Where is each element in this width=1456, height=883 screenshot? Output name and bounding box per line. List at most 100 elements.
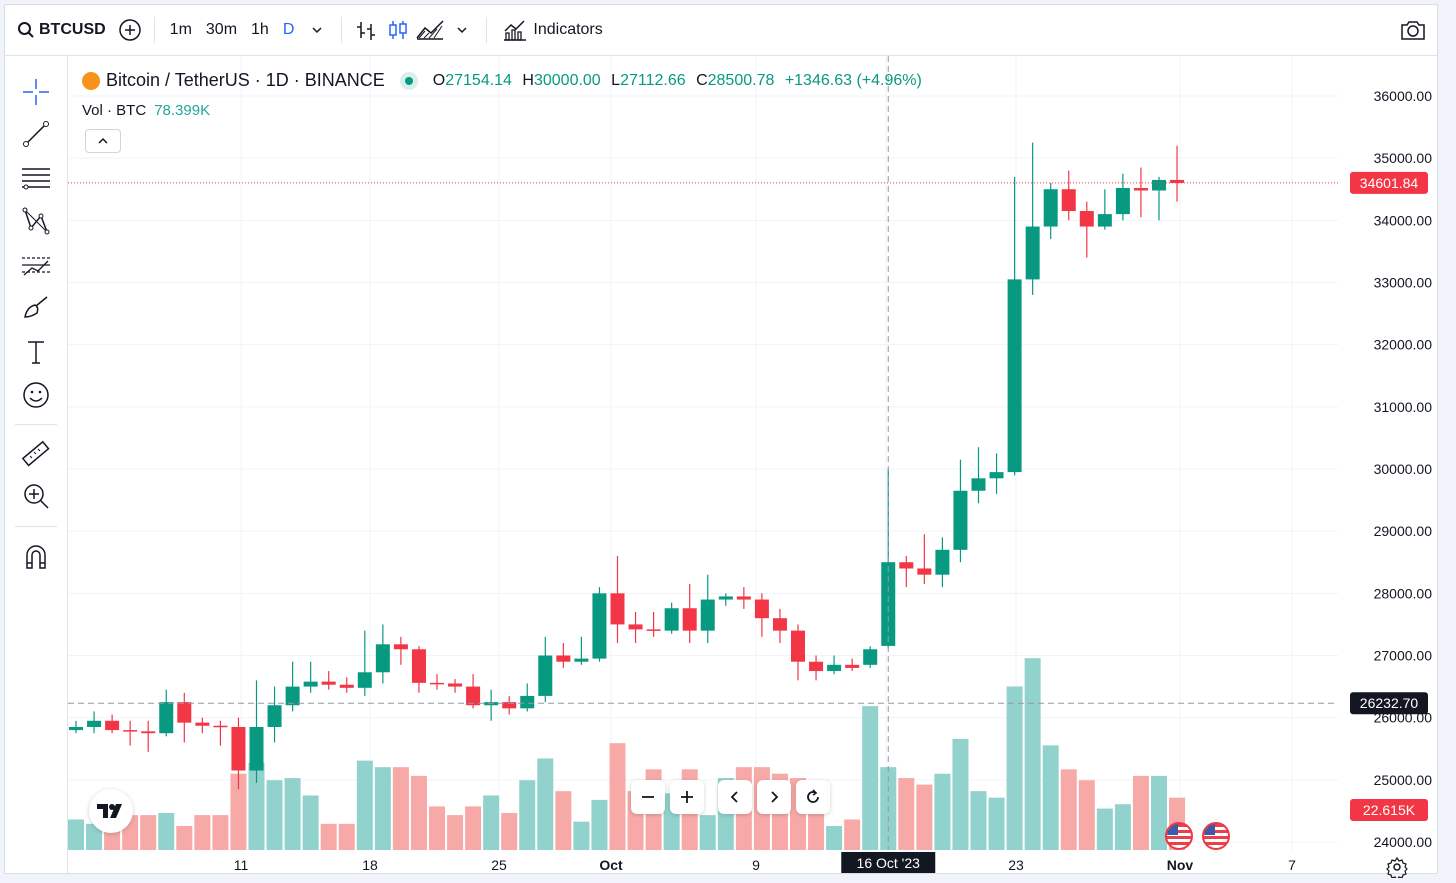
- pattern-tool[interactable]: [18, 203, 54, 239]
- candle-body: [1043, 189, 1058, 227]
- chevron-left-icon: [730, 791, 738, 803]
- zoom-out-button[interactable]: [631, 780, 665, 814]
- candle-body: [430, 682, 444, 685]
- chart-settings-button[interactable]: [1386, 856, 1408, 883]
- indicators-button[interactable]: Indicators: [495, 18, 610, 42]
- volume-bar: [1132, 775, 1149, 850]
- scroll-right-button[interactable]: [757, 780, 791, 814]
- last-price-tag-background: [1350, 171, 1428, 194]
- timeframe-1m[interactable]: 1m: [169, 21, 192, 38]
- us-flag-event-icon[interactable]: [1165, 822, 1193, 850]
- candle-body: [1025, 226, 1040, 280]
- zoom-in-tool[interactable]: [18, 478, 54, 514]
- compare-symbol-button[interactable]: [114, 14, 146, 46]
- timeframe-1h[interactable]: 1h: [251, 21, 269, 38]
- candle-down: [466, 674, 481, 709]
- candle-down: [231, 717, 246, 790]
- zoom-in-button[interactable]: [670, 780, 704, 814]
- collapse-legend-button[interactable]: [85, 129, 121, 153]
- candle-down: [411, 646, 426, 693]
- volume-bar: [1096, 808, 1113, 850]
- us-flag-event-icon[interactable]: [1202, 822, 1230, 850]
- candle-up: [1152, 176, 1166, 221]
- reset-chart-button[interactable]: [796, 780, 830, 814]
- camera-icon: [1401, 21, 1425, 40]
- volume-bar: [862, 706, 879, 850]
- candles-icon: [389, 21, 408, 39]
- candle-up: [1025, 142, 1040, 295]
- tradingview-logo[interactable]: [89, 789, 133, 833]
- price-chart[interactable]: 36000.00 35000.00 34000.00 33000.00 32000.00…: [68, 56, 1437, 873]
- emoji-tool[interactable]: [18, 377, 54, 413]
- candle-body: [646, 629, 661, 631]
- candle-up: [989, 453, 1004, 494]
- candle-body: [195, 722, 210, 726]
- toolbar-divider: [486, 17, 488, 43]
- symbol-search-button[interactable]: BTCUSD: [5, 21, 114, 39]
- brush-tool[interactable]: [18, 290, 54, 326]
- candle-body: [664, 608, 679, 631]
- candle-body: [917, 568, 932, 575]
- symbol-label: BTCUSD: [39, 21, 106, 38]
- candle-body: [249, 726, 264, 771]
- candle-up: [357, 630, 372, 696]
- volume-bar: [1006, 686, 1023, 850]
- candle-up: [718, 593, 733, 606]
- screenshot-button[interactable]: [1397, 14, 1429, 46]
- candle-up: [87, 711, 102, 734]
- candle-body: [935, 549, 950, 575]
- scroll-left-button[interactable]: [718, 780, 752, 814]
- prediction-tool[interactable]: [18, 247, 54, 283]
- crosshair-tool[interactable]: [18, 74, 54, 110]
- timeframe-dropdown-button[interactable]: [301, 14, 333, 46]
- candle-body: [1170, 179, 1185, 183]
- market-status-icon: [404, 76, 413, 85]
- volume-bar: [140, 815, 157, 850]
- candle-body: [1007, 279, 1022, 473]
- candle-down: [791, 624, 805, 681]
- candles-chart-type-button[interactable]: [382, 14, 414, 46]
- chevron-up-icon: [98, 137, 108, 144]
- chart-pane[interactable]: 36000.00 35000.00 34000.00 33000.00 32000.00…: [68, 56, 1437, 882]
- high-label: H: [522, 71, 534, 89]
- candle-up: [303, 661, 318, 693]
- trend-line-tool[interactable]: [18, 116, 54, 152]
- price-tick-label: 33000.00: [1374, 275, 1433, 291]
- change-value: +1346.63 (+4.96%): [784, 71, 922, 89]
- volume-bar: [302, 795, 319, 850]
- text-tool[interactable]: [18, 334, 54, 370]
- last-price-tag: 34601.84: [1350, 171, 1428, 194]
- candle-body: [69, 726, 83, 731]
- timeframe-30m[interactable]: 30m: [205, 21, 238, 38]
- price-tick-label: 28000.00: [1374, 585, 1433, 601]
- volume-tag-text: 22.615K: [1363, 802, 1416, 818]
- volume-bar: [284, 778, 301, 850]
- candle-body: [159, 702, 174, 734]
- volume-bar: [266, 780, 283, 850]
- fib-retracement-tool[interactable]: [18, 160, 54, 196]
- time-tick-label: Nov: [1167, 857, 1194, 873]
- timeframe-d[interactable]: D: [282, 21, 295, 38]
- drawing-toolbar: [5, 56, 68, 873]
- candle-body: [357, 672, 372, 688]
- low-label: L: [611, 71, 621, 89]
- area-chart-type-button[interactable]: [414, 14, 446, 46]
- chart-type-dropdown-button[interactable]: [446, 14, 478, 46]
- volume-bar: [1078, 780, 1095, 850]
- chevron-right-icon: [771, 791, 779, 803]
- candle-down: [628, 611, 643, 644]
- time-axis: 11 18 25 Oct 9 23 Nov 7: [234, 857, 1296, 873]
- toolbar-divider: [15, 526, 57, 527]
- candle-up: [863, 646, 878, 668]
- time-tick-label: 9: [752, 857, 760, 873]
- top-toolbar: BTCUSD 1m 30m 1h D Indicators: [5, 5, 1437, 56]
- time-tick-label: Oct: [599, 857, 623, 873]
- crosshair-price-tag-background: [1350, 692, 1428, 715]
- candle-up: [953, 459, 968, 563]
- magnet-tool[interactable]: [18, 538, 54, 574]
- bar-chart-type-button[interactable]: [350, 14, 382, 46]
- volume-legend: Vol · BTC 78.399K: [82, 102, 210, 119]
- candle-body: [574, 658, 589, 662]
- price-tick-label: 36000.00: [1374, 88, 1433, 104]
- measure-tool[interactable]: [18, 436, 54, 472]
